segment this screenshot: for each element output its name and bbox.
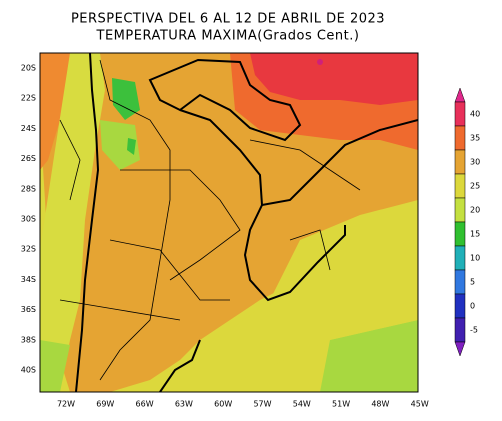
- longitude-label: 63W: [175, 400, 193, 409]
- colorbar-label: 25: [470, 182, 480, 191]
- longitude-label: 45W: [411, 400, 429, 409]
- latitude-label: 20S: [21, 64, 36, 73]
- longitude-label: 51W: [332, 400, 350, 409]
- longitude-label: 66W: [136, 400, 154, 409]
- latitude-label: 26S: [21, 154, 36, 163]
- colorbar-label: 40: [470, 110, 480, 119]
- latitude-label: 30S: [21, 215, 36, 224]
- map-frame: [39, 52, 419, 393]
- colorbar-label: -5: [470, 326, 478, 335]
- longitude-label: 72W: [57, 400, 75, 409]
- colorbar-label: 20: [470, 206, 480, 215]
- map-title: PERSPECTIVA DEL 6 AL 12 DE ABRIL DE 2023: [71, 12, 385, 27]
- longitude-label: 48W: [371, 400, 389, 409]
- map-title: TEMPERATURA MAXIMA(Grados Cent.): [96, 29, 360, 44]
- colorbar-label: 5: [470, 278, 475, 287]
- longitude-label: 69W: [96, 400, 114, 409]
- latitude-label: 38S: [21, 335, 36, 344]
- temperature-field: [40, 53, 418, 392]
- colorbar-label: 10: [470, 254, 480, 263]
- latitude-label: 32S: [21, 245, 36, 254]
- latitude-label: 34S: [21, 275, 36, 284]
- longitude-label: 57W: [253, 400, 271, 409]
- latitude-label: 40S: [21, 366, 36, 375]
- longitude-label: 54W: [293, 400, 311, 409]
- colorbar-label: 15: [470, 230, 480, 239]
- latitude-label: 36S: [21, 305, 36, 314]
- colorbar-label: 35: [470, 134, 480, 143]
- latitude-label: 24S: [21, 124, 36, 133]
- latitude-label: 22S: [21, 94, 36, 103]
- colorbar-label: 0: [470, 302, 475, 311]
- colorbar-label: 30: [470, 158, 480, 167]
- longitude-label: 60W: [214, 400, 232, 409]
- latitude-label: 28S: [21, 184, 36, 193]
- colorbar: [454, 87, 466, 357]
